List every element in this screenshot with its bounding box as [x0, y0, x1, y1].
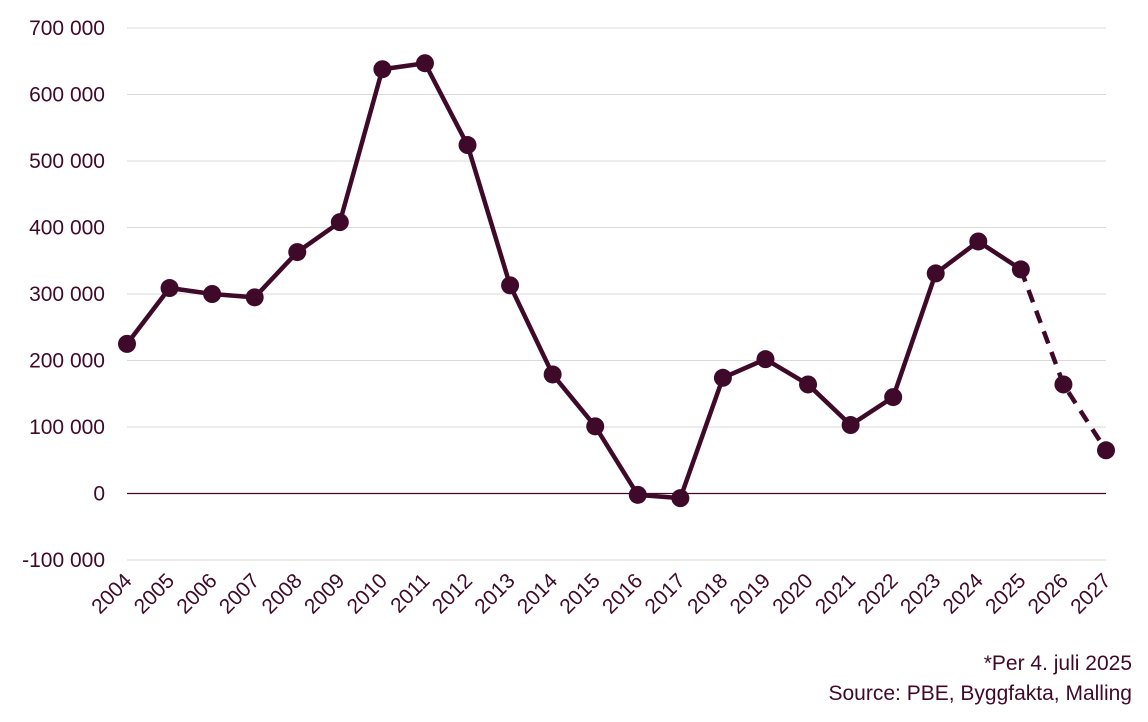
data-point	[118, 334, 136, 353]
data-point	[288, 243, 307, 262]
x-tick-label: 2013	[470, 569, 519, 618]
x-tick-label: 2010	[343, 569, 392, 618]
x-tick-label: 2021	[811, 569, 860, 618]
x-tick-label: 2015	[555, 569, 604, 618]
x-tick-label: 2008	[257, 569, 306, 618]
x-tick-label: 2007	[215, 569, 264, 618]
data-point	[160, 279, 179, 298]
y-tick-label: 100 000	[29, 416, 105, 439]
data-point	[628, 485, 647, 504]
grid-lines	[127, 27, 1106, 561]
x-tick-label: 2022	[853, 569, 902, 618]
data-point	[713, 368, 732, 387]
series-line	[124, 60, 1108, 501]
x-tick-label: 2014	[513, 569, 563, 619]
y-tick-label: 500 000	[29, 150, 105, 173]
data-point	[330, 213, 349, 232]
y-tick-label: 200 000	[29, 350, 105, 373]
y-tick-label: 700 000	[29, 17, 105, 40]
x-tick-label: 2017	[641, 569, 690, 618]
x-tick-label: 2024	[939, 569, 989, 619]
data-point	[415, 54, 434, 73]
data-point	[458, 136, 477, 155]
data-point	[671, 489, 690, 508]
x-tick-label: 2023	[896, 569, 945, 618]
data-point	[756, 350, 775, 369]
x-tick-label: 2011	[386, 569, 434, 617]
data-point	[969, 232, 988, 251]
data-point	[1011, 260, 1030, 279]
series-line-forecast	[1018, 268, 1108, 452]
y-axis-labels: -100 000 0 100 000 200 000 300 000 400 000 500…	[22, 17, 105, 572]
x-tick-label: 2016	[598, 569, 647, 618]
y-tick-label: 0	[93, 483, 105, 506]
data-point	[841, 416, 860, 435]
y-tick-label: 600 000	[29, 84, 105, 107]
x-tick-label: 2018	[683, 569, 732, 618]
data-point	[245, 288, 264, 307]
data-point	[884, 388, 903, 407]
y-tick-label: 300 000	[29, 283, 105, 306]
series-line-actual	[124, 60, 1024, 501]
x-tick-label: 2025	[981, 569, 1030, 618]
x-tick-label: 2027	[1066, 569, 1115, 618]
data-point	[203, 285, 222, 303]
x-tick-label: 2006	[172, 569, 221, 618]
data-point	[586, 417, 605, 436]
data-point	[373, 60, 392, 79]
data-point	[543, 365, 562, 384]
data-point	[1097, 441, 1115, 460]
x-tick-label: 2004	[87, 569, 137, 619]
x-tick-label: 2026	[1024, 569, 1073, 618]
series-points	[118, 54, 1115, 508]
data-point	[1054, 375, 1073, 394]
source-note: Source: PBE, Byggfakta, Malling	[828, 682, 1133, 705]
y-tick-label: -100 000	[22, 549, 105, 572]
x-tick-label: 2009	[300, 569, 349, 618]
y-tick-label: 400 000	[29, 217, 105, 240]
x-tick-label: 2005	[130, 569, 179, 618]
footnote: *Per 4. juli 2025	[983, 652, 1132, 675]
x-tick-label: 2012	[428, 569, 477, 618]
data-point	[501, 276, 520, 295]
x-tick-label: 2019	[726, 569, 775, 618]
x-axis-labels: 2004200520062007200820092010201120122013…	[87, 569, 1115, 619]
x-tick-label: 2020	[768, 569, 817, 618]
data-point	[926, 264, 945, 283]
data-point	[799, 375, 818, 394]
line-chart: -100 000 0 100 000 200 000 300 000 400 000 500…	[22, 17, 1115, 619]
